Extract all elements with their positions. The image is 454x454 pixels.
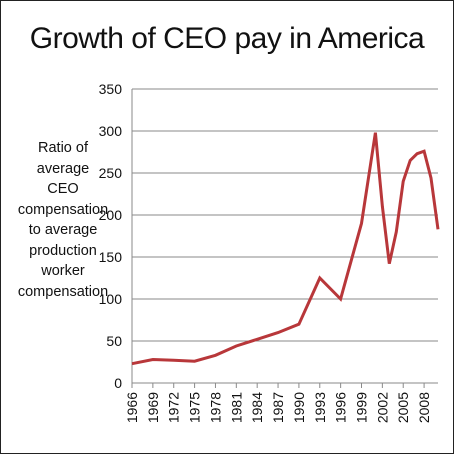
y-axis-label-line: to average bbox=[28, 222, 98, 238]
y-tick-label: 300 bbox=[99, 123, 123, 139]
x-tick-label: 1981 bbox=[228, 392, 244, 423]
y-axis-label-line: worker bbox=[41, 263, 85, 279]
x-tick-label: 1987 bbox=[270, 392, 286, 423]
series-line bbox=[131, 132, 440, 366]
x-tick-label: 2002 bbox=[374, 392, 390, 423]
x-tick-label: 2005 bbox=[395, 392, 411, 423]
x-tick-label: 1996 bbox=[333, 392, 349, 423]
y-tick-label: 50 bbox=[106, 333, 122, 349]
y-axis-label-line: compensation bbox=[17, 283, 109, 300]
y-tick-label: 100 bbox=[99, 291, 123, 307]
y-tick-label: 350 bbox=[99, 81, 123, 97]
x-tick-label: 1984 bbox=[249, 392, 265, 423]
y-tick-label: 200 bbox=[99, 207, 123, 223]
y-axis-label-line: compensation bbox=[17, 201, 109, 218]
x-tick-label: 1990 bbox=[291, 392, 307, 423]
x-tick-label: 1972 bbox=[166, 392, 182, 423]
y-axis-label-line: production bbox=[29, 242, 97, 259]
x-tick-label: 1993 bbox=[312, 392, 328, 423]
y-axis-label-line: Ratio of bbox=[38, 140, 88, 156]
x-tick-label: 1966 bbox=[124, 392, 140, 423]
y-axis-label-line: CEO bbox=[47, 181, 79, 197]
x-tick-label: 1969 bbox=[145, 392, 161, 423]
x-tick-label: 2008 bbox=[416, 392, 432, 423]
y-tick-label: 0 bbox=[114, 375, 122, 391]
y-tick-label: 250 bbox=[99, 165, 123, 181]
y-tick-label: 150 bbox=[99, 249, 123, 265]
x-tick-label: 1975 bbox=[187, 392, 203, 423]
x-tick-label: 1978 bbox=[207, 392, 223, 423]
y-axis-label-line: average bbox=[36, 160, 90, 177]
y-axis-label: Ratio of average CEO compensation to average… bbox=[4, 138, 122, 302]
x-tick-label: 1999 bbox=[354, 392, 370, 423]
chart-title: Growth of CEO pay in America bbox=[29, 22, 425, 55]
